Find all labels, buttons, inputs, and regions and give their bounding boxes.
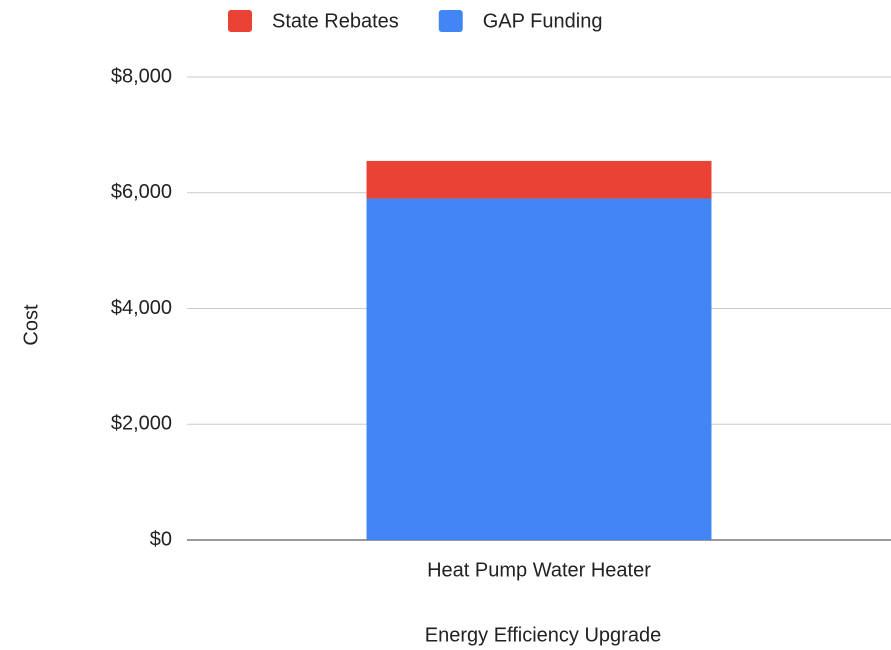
legend-label: GAP Funding [483, 10, 603, 32]
x-axis-title: Energy Efficiency Upgrade [425, 624, 661, 646]
y-tick-label: $0 [150, 528, 172, 550]
legend-swatch [438, 10, 463, 32]
bar-segment [366, 198, 712, 540]
y-axis-title: Cost [20, 304, 42, 346]
y-tick-label: $4,000 [111, 297, 172, 319]
legend-swatch [228, 10, 252, 32]
legend-label: State Rebates [272, 10, 399, 32]
bar-segment [366, 160, 712, 199]
y-tick-label: $2,000 [111, 413, 172, 435]
x-tick-label: Heat Pump Water Heater [427, 559, 651, 581]
y-tick-label: $8,000 [111, 65, 172, 87]
y-tick-label: $6,000 [111, 181, 172, 203]
